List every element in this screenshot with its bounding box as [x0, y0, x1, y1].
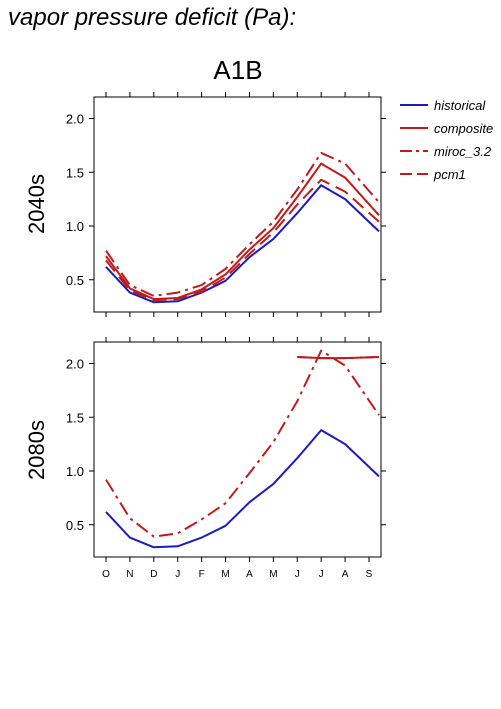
x-tick-label: M	[269, 569, 277, 580]
x-tick-label: J	[295, 569, 300, 580]
y-tick-label: 0.5	[66, 518, 84, 533]
series-line-historical	[105, 184, 380, 304]
x-tick-label: S	[366, 569, 373, 580]
y-tick-label: 1.0	[66, 219, 84, 234]
series-line-pcm1	[297, 356, 380, 360]
series-line-historical	[105, 429, 380, 549]
legend: historical composite miroc_3.2 pcm1	[400, 98, 493, 182]
panel-label: 2080s	[24, 420, 49, 480]
legend-label: pcm1	[433, 167, 466, 182]
panel-2040s: 0.5 1.0 1.5 2.0 2040s	[24, 92, 386, 317]
x-tick-label: D	[150, 569, 157, 580]
series-line-composite	[105, 162, 380, 301]
y-tick-label: 2.0	[66, 112, 84, 127]
x-tick-label: A	[246, 569, 253, 580]
y-tick-label: 1.5	[66, 410, 84, 425]
panel-label: 2040s	[24, 174, 49, 234]
y-tick-label: 0.5	[66, 273, 84, 288]
legend-label: composite	[434, 121, 493, 136]
panel-2080s: 0.5 1.0 1.5 2.0 O N D J F M A M J J A S 2080s	[24, 337, 386, 580]
x-tick-label: M	[221, 569, 229, 580]
y-tick-label: 2.0	[66, 357, 84, 372]
legend-label: historical	[434, 98, 486, 113]
series-line-miroc-3-2	[105, 349, 380, 538]
plot-frame	[93, 96, 382, 313]
x-tick-label: J	[319, 569, 324, 580]
scenario-title: A1B	[213, 55, 263, 85]
legend-label: miroc_3.2	[434, 144, 492, 159]
plot-frame	[93, 341, 382, 558]
x-tick-label: O	[102, 569, 110, 580]
x-tick-label: A	[342, 569, 349, 580]
series-line-pcm1	[105, 178, 380, 302]
x-tick-label: F	[199, 569, 205, 580]
y-tick-label: 1.0	[66, 464, 84, 479]
y-tick-label: 1.5	[66, 165, 84, 180]
x-tick-label: J	[175, 569, 180, 580]
x-tick-label: N	[126, 569, 133, 580]
page-title: vapor pressure deficit (Pa):	[8, 4, 297, 31]
series-line-miroc-3-2	[105, 151, 380, 297]
